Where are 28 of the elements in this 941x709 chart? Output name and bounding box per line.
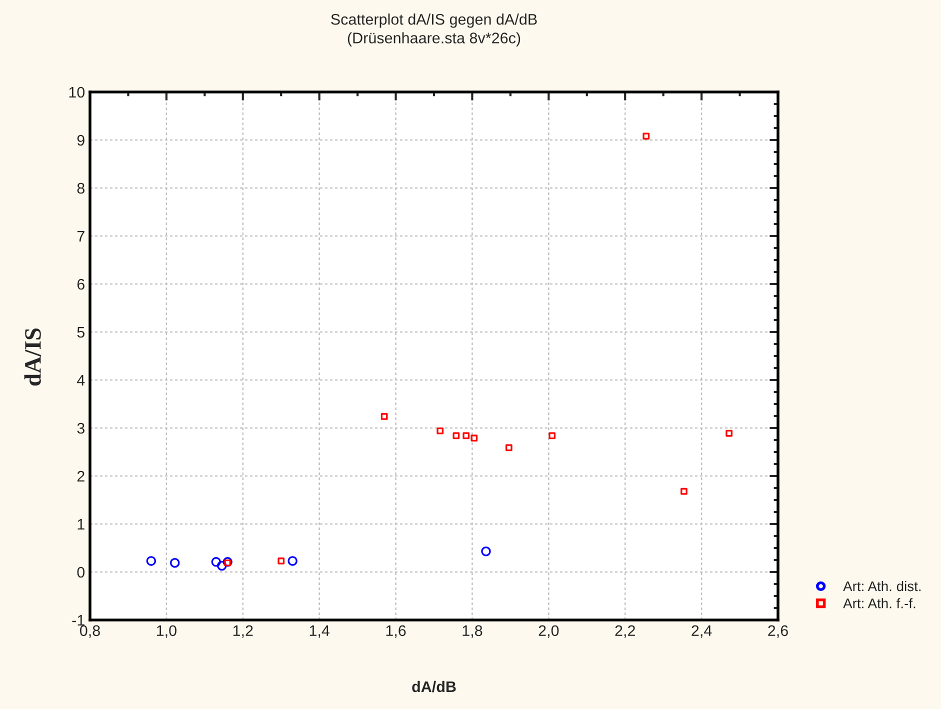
- x-tick-label: 2,0: [538, 625, 559, 638]
- y-tick-label: 7: [77, 231, 84, 242]
- y-tick-label: 8: [77, 182, 84, 194]
- y-tick-label: 1: [78, 519, 84, 530]
- legend-label: Art: Ath. dist.: [843, 580, 921, 592]
- x-tick-label: 1,0: [156, 625, 176, 638]
- x-tick-label: 1,6: [386, 625, 406, 638]
- x-tick-label: 2,6: [768, 625, 788, 638]
- legend-label: Art: Ath. f.-f.: [843, 598, 916, 608]
- x-axis-title: dA/dB: [412, 680, 456, 692]
- y-tick-label: 6: [77, 278, 84, 290]
- x-tick-label: 1,4: [310, 625, 330, 638]
- x-tick-label: 1,8: [462, 625, 482, 638]
- x-tick-label: 1,2: [233, 625, 253, 638]
- chart-title: Scatterplot dA/IS gegen dA/dB: [331, 14, 537, 28]
- x-tick-label: 0,8: [80, 625, 100, 638]
- y-tick-label: 3: [77, 422, 84, 434]
- y-tick-label: 2: [77, 470, 84, 482]
- y-tick-label: -1: [72, 615, 84, 626]
- y-tick-label: 10: [69, 86, 85, 98]
- y-tick-label: 9: [77, 134, 84, 146]
- x-tick-label: 2,4: [692, 625, 712, 638]
- y-tick-label: 0: [77, 566, 85, 578]
- y-axis-title: dA/IS: [24, 328, 41, 386]
- y-tick-label: 4: [76, 375, 85, 386]
- x-tick-label: 2,2: [615, 625, 635, 638]
- y-tick-label: 5: [77, 327, 84, 338]
- chart-subtitle: (Drüsenhaare.sta 8v*26c): [348, 32, 520, 46]
